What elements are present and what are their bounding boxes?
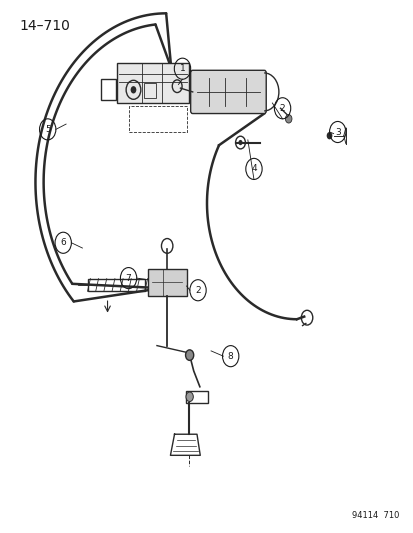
Text: 5: 5	[45, 125, 50, 134]
Text: 1: 1	[179, 64, 185, 73]
Circle shape	[326, 132, 332, 140]
FancyBboxPatch shape	[190, 70, 266, 114]
Circle shape	[285, 115, 291, 123]
Text: 2: 2	[195, 286, 200, 295]
Circle shape	[185, 350, 193, 360]
Text: 7: 7	[126, 273, 131, 282]
Text: 2: 2	[279, 104, 285, 113]
Text: 8: 8	[227, 352, 233, 361]
FancyBboxPatch shape	[117, 63, 188, 103]
Text: 6: 6	[60, 238, 66, 247]
Circle shape	[131, 86, 136, 93]
Text: 4: 4	[251, 164, 256, 173]
Circle shape	[238, 140, 242, 145]
Text: 94114  710: 94114 710	[351, 511, 398, 520]
Text: 14–710: 14–710	[19, 19, 70, 33]
Circle shape	[185, 392, 193, 401]
FancyBboxPatch shape	[147, 269, 186, 295]
Text: 3: 3	[334, 127, 340, 136]
